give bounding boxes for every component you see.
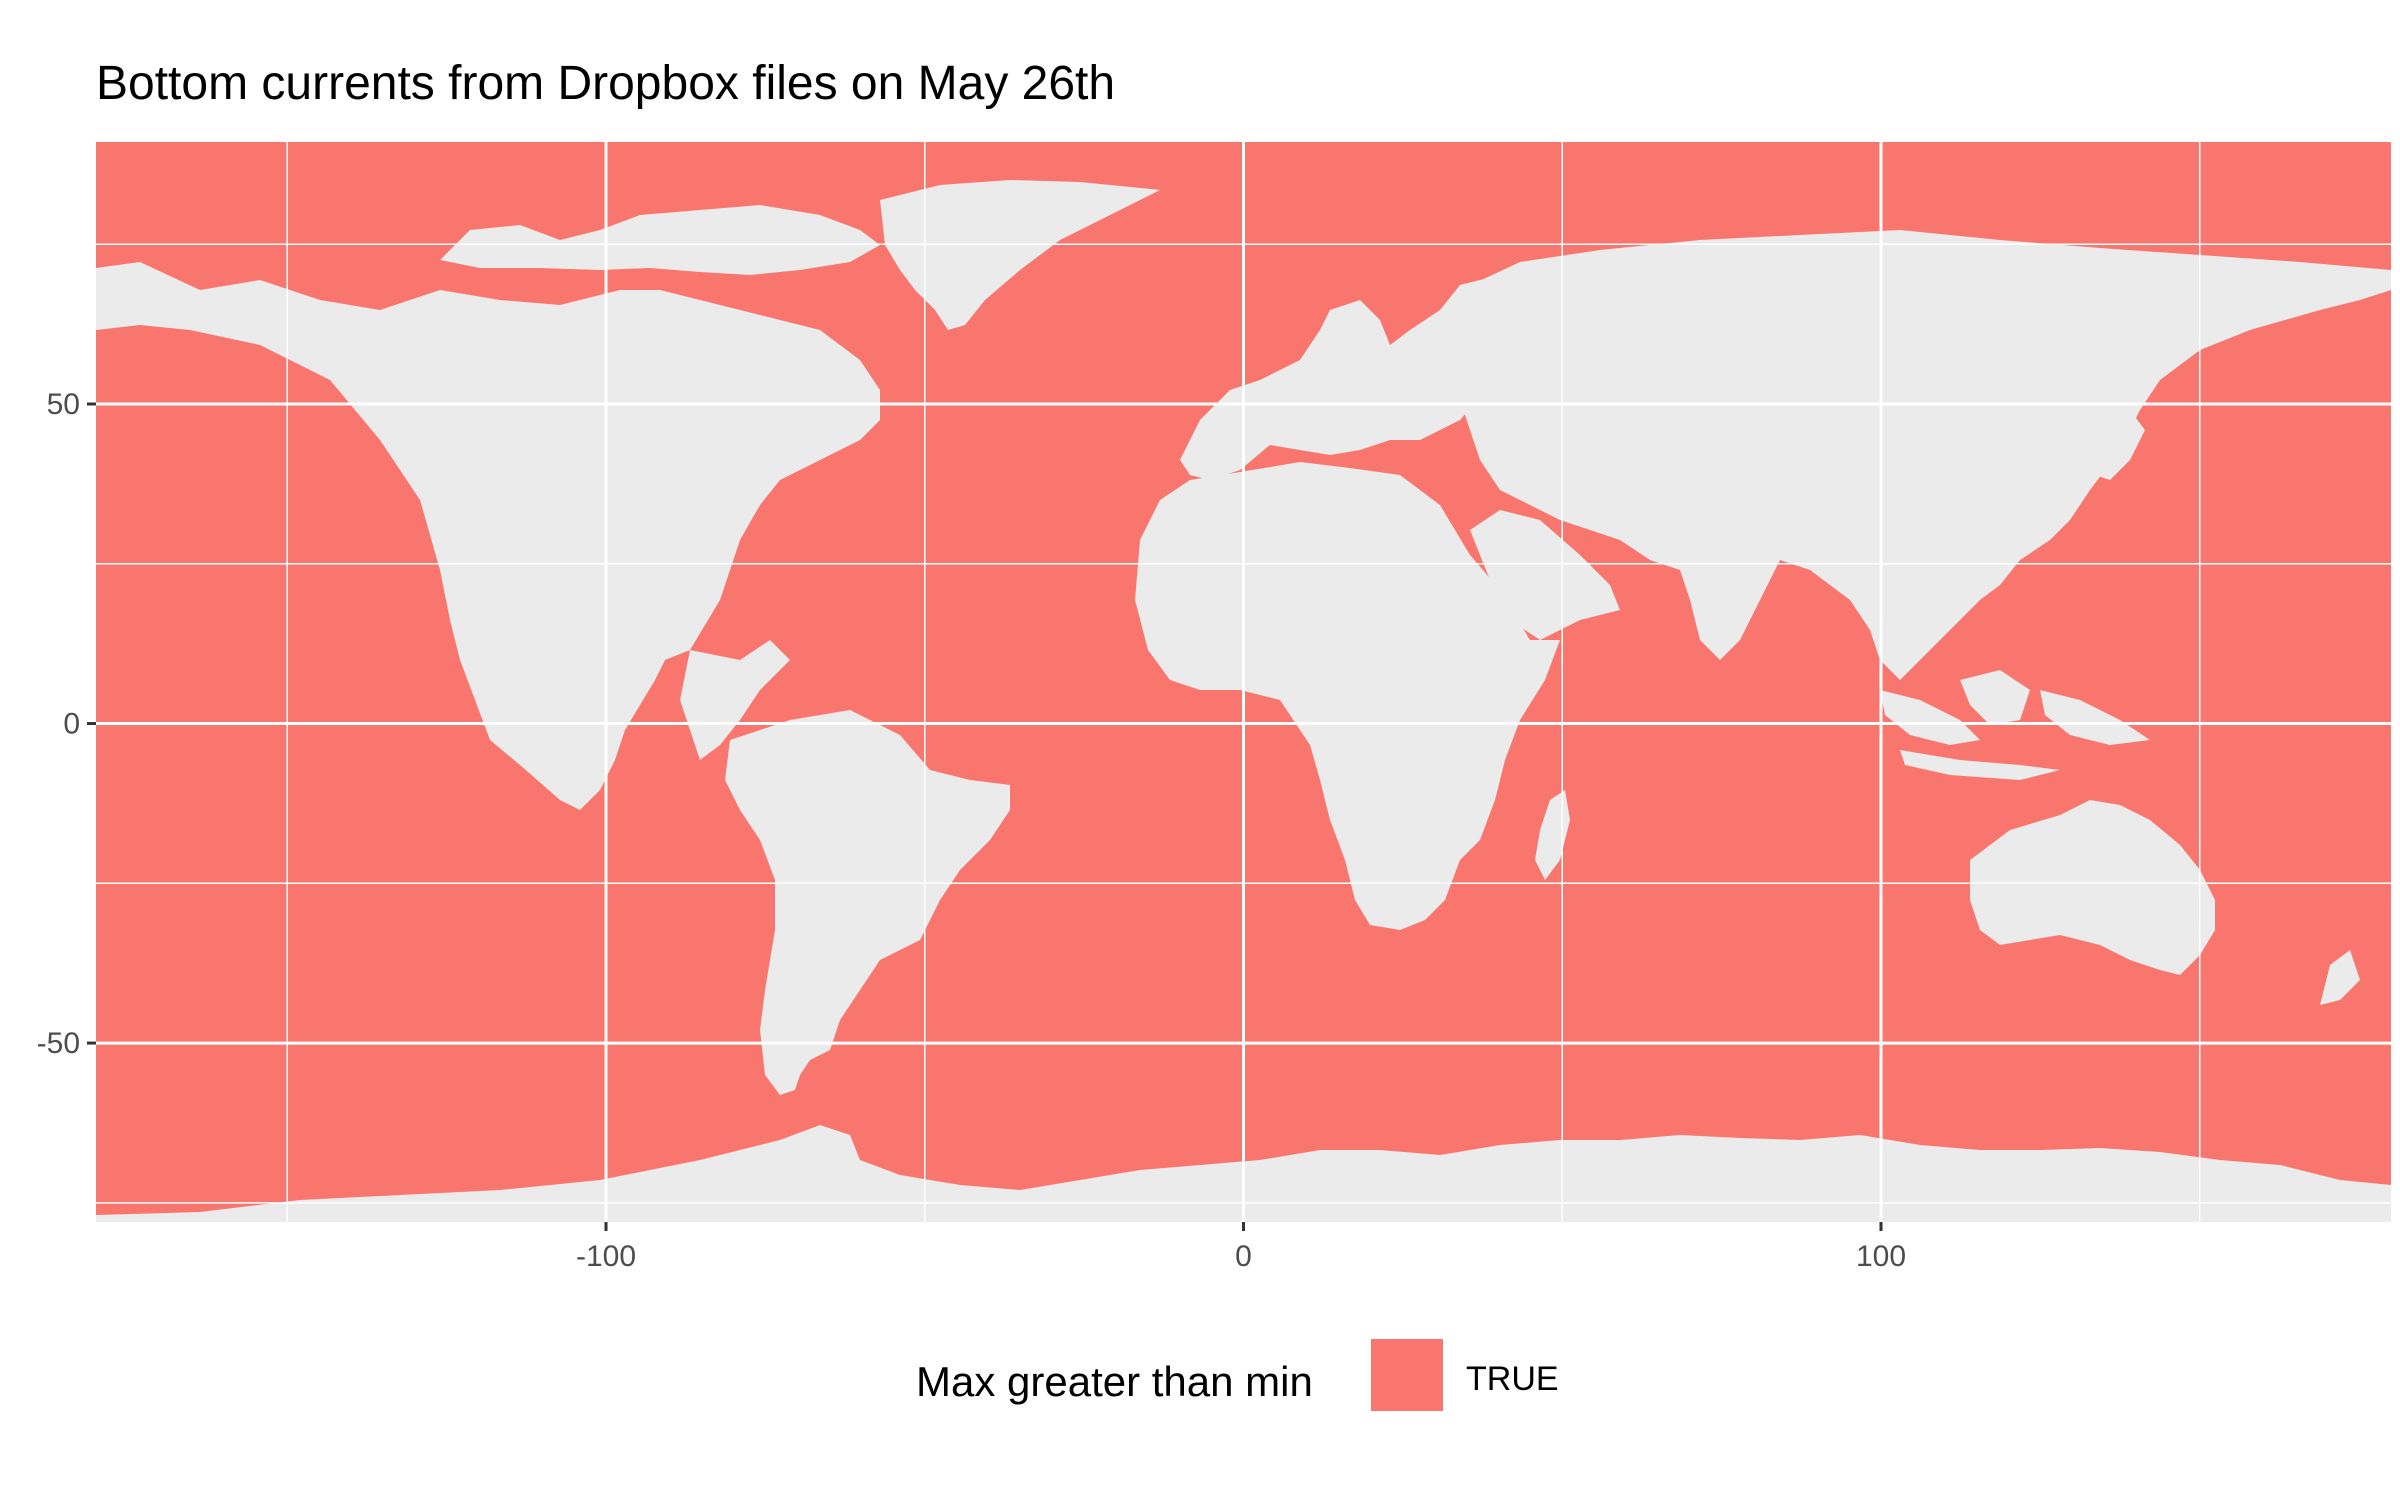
madagascar [1535,790,1570,880]
x-tick-label: -100 [576,1240,636,1273]
greenland [880,180,1160,330]
grid-lines [96,142,2391,1222]
arabian-peninsula [1470,510,1620,640]
legend-label-true: TRUE [1466,1360,1559,1398]
legend-title: Max greater than min [916,1358,1313,1405]
chart-title: Bottom currents from Dropbox files on Ma… [96,57,1116,110]
australia [1970,800,2215,975]
new-zealand [2320,950,2360,1005]
axes: -100 0 100 -50 0 50 [37,388,1906,1273]
world-map-plot: -100 0 100 -50 0 50 [37,142,2391,1273]
south-america [725,710,1010,1095]
x-tick-label: 100 [1856,1240,1906,1273]
legend: Max greater than min TRUE [0,1338,2400,1418]
arctic-islands [440,205,880,275]
africa [1135,462,1560,930]
x-tick-label: 0 [1235,1240,1252,1273]
japan [2090,410,2145,480]
legend-key-true [1371,1339,1443,1411]
y-tick-label: -50 [37,1027,80,1060]
asia [1460,230,2391,680]
north-america-landmass [96,262,880,810]
central-america [680,640,790,760]
y-tick-label: 0 [63,708,80,741]
y-tick-label: 50 [47,388,80,421]
